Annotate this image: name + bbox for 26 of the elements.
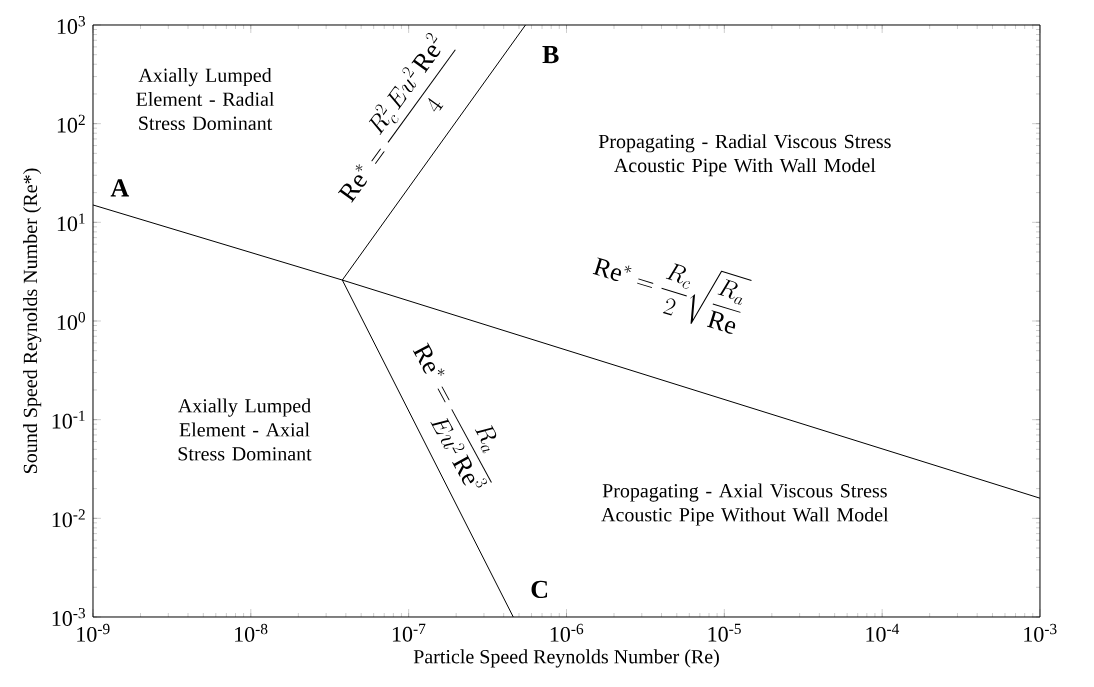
y-tick-label: 10$^{-1}$ <box>52 410 85 429</box>
annotation: $\mathrm{Re}^*=\frac{R_a}{Eu^2\,\mathrm{Re}^3}$ <box>412 342 497 488</box>
y-tick-label: 10$^{0}$ <box>57 312 86 330</box>
y-tick-label: 10$^{-3}$ <box>52 608 86 626</box>
y-tick-label: 10$^{-2}$ <box>52 509 85 528</box>
annotation: Axially Lumped Element - Axial Stress Dominant <box>178 398 312 461</box>
x-tick-label: 10$^{-3}$ <box>1024 623 1057 642</box>
y-axis-title: Sound Speed Reynolds Number (Re*) <box>23 168 42 473</box>
x-axis-title: Particle Speed Reynolds Number (Re) <box>413 649 719 668</box>
annotation: $\mathrm{Re}^*=\frac{R_c^2\,Eu^2\,\mathrm{Re}^2}{4}$ <box>337 32 456 203</box>
x-tick-label: 10$^{-4}$ <box>866 623 900 642</box>
x-tick-label: 10$^{-7}$ <box>392 623 426 642</box>
annotation: Propagating - Radial Viscous Stress Acoustic Pipe With Wall Model <box>598 134 891 177</box>
x-tick-label: 10$^{-5}$ <box>708 623 741 642</box>
y-tick-label: 10$^{2}$ <box>57 114 85 133</box>
annotation: B <box>542 46 559 64</box>
y-tick-label: 10$^{3}$ <box>57 16 86 34</box>
annotation: A <box>110 179 130 197</box>
y-tick-label: 10$^{1}$ <box>57 213 85 232</box>
annotation: Propagating - Axial Viscous Stress Acoustic Pipe Without Wall Model <box>601 483 889 526</box>
x-tick-label: 10$^{-8}$ <box>235 623 268 642</box>
annotation: C <box>531 580 548 599</box>
annotation: $\mathrm{Re}^*=\frac{R_c}{2}\sqrt{\frac{R_a}{\mathrm{Re}}}$ <box>592 257 752 334</box>
x-tick-label: 10$^{-6}$ <box>550 623 584 642</box>
x-tick-label: 10$^{-9}$ <box>77 623 110 642</box>
annotation: Axially Lumped Element - Radial Stress Dominant <box>136 67 275 131</box>
